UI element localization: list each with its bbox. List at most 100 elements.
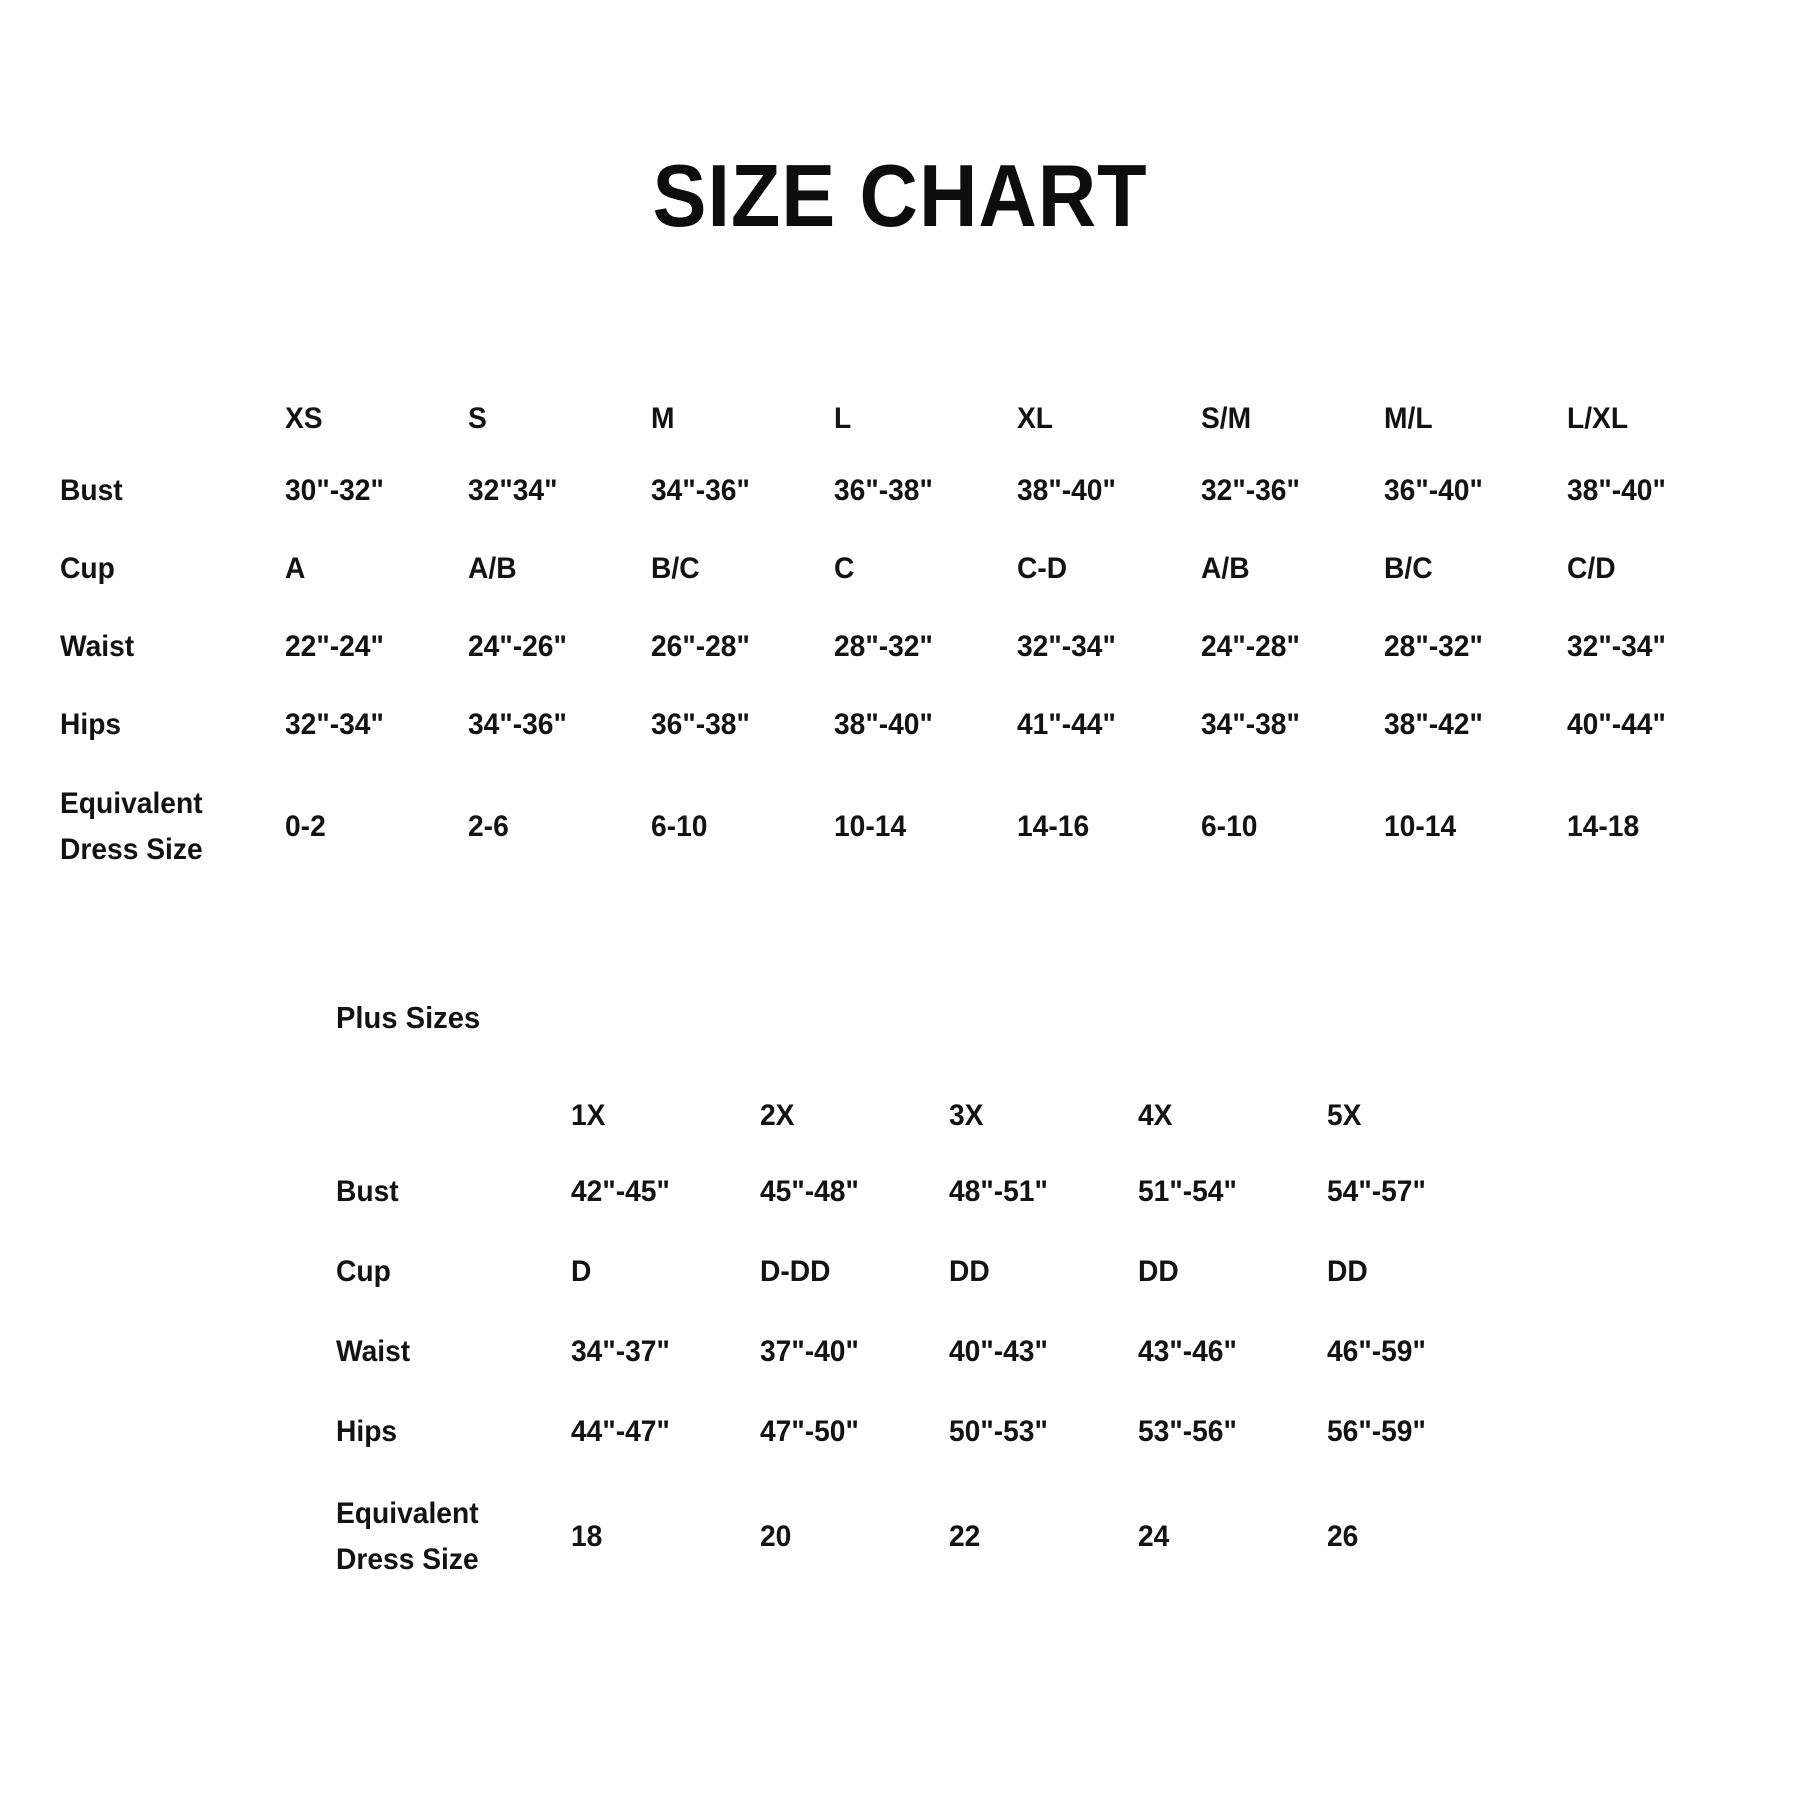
cell-bust-l: 36"-38" [834, 474, 934, 507]
plus-cell-hips-1x: 44"-47" [571, 1415, 670, 1448]
cell-bust-xs: 30"-32" [284, 474, 384, 507]
plus-row-label-equivalent-dress-size: Equivalent Dress Size [336, 1472, 557, 1602]
cell-waist-m: 26"-28" [651, 630, 750, 663]
cell-dress-sm: 6-10 [1200, 810, 1257, 843]
cell-waist-sm: 24"-28" [1200, 630, 1300, 663]
cell-waist-xl: 32"-34" [1017, 630, 1117, 663]
cell-hips-xs: 32"-34" [284, 708, 384, 741]
standard-column-header-sm: S/M [1200, 402, 1251, 435]
cell-waist-xs: 22"-24" [284, 630, 384, 663]
cell-dress-s: 2-6 [467, 810, 509, 843]
plus-column-header-1x: 1X [571, 1099, 606, 1132]
standard-header-row: XS S M L XL S/M M/L L/XL [60, 386, 1750, 452]
plus-cell-waist-3x: 40"-43" [949, 1335, 1048, 1368]
cell-dress-m: 6-10 [651, 810, 708, 843]
row-label-bust: Bust [60, 474, 123, 507]
cell-waist-l: 28"-32" [834, 630, 934, 663]
table-row: Waist 22"-24" 24"-26" 26"-28" 28"-32" 32… [60, 608, 1750, 686]
table-row: Waist 34"-37" 37"-40" 40"-43" 43"-46" 46… [336, 1312, 1516, 1392]
table-row: Cup A A/B B/C C C-D A/B B/C C/D [60, 530, 1750, 608]
cell-hips-l: 38"-40" [834, 708, 934, 741]
standard-column-header-lxl: L/XL [1566, 402, 1628, 435]
cell-hips-sm: 34"-38" [1200, 708, 1300, 741]
plus-cell-hips-3x: 50"-53" [949, 1415, 1048, 1448]
cell-cup-ml: B/C [1383, 552, 1433, 585]
row-label-equivalent-dress-size: Equivalent Dress Size [60, 764, 271, 890]
plus-cell-cup-3x: DD [949, 1255, 990, 1288]
plus-row-label-hips: Hips [336, 1415, 398, 1448]
table-row: Cup D D-DD DD DD DD [336, 1232, 1516, 1312]
table-row: Hips 44"-47" 47"-50" 50"-53" 53"-56" 56"… [336, 1392, 1516, 1472]
row-label-waist: Waist [60, 630, 135, 663]
plus-cell-dress-4x: 24 [1138, 1520, 1170, 1553]
standard-sizes-table: XS S M L XL S/M M/L L/XL Bust 30"-32" 32… [60, 386, 1750, 890]
cell-dress-lxl: 14-18 [1566, 810, 1639, 843]
cell-cup-m: B/C [651, 552, 700, 585]
cell-cup-sm: A/B [1200, 552, 1250, 585]
plus-cell-bust-5x: 54"-57" [1327, 1175, 1426, 1208]
standard-column-header-l: L [834, 402, 852, 435]
cell-bust-sm: 32"-36" [1200, 474, 1300, 507]
cell-waist-ml: 28"-32" [1383, 630, 1483, 663]
standard-column-header-xl: XL [1017, 402, 1054, 435]
cell-cup-s: A/B [467, 552, 517, 585]
plus-cell-hips-4x: 53"-56" [1138, 1415, 1237, 1448]
standard-column-header-s: S [467, 402, 487, 435]
plus-cell-dress-3x: 22 [949, 1520, 981, 1553]
row-label-hips: Hips [60, 708, 122, 741]
plus-sizes-heading: Plus Sizes [336, 1000, 481, 1035]
plus-cell-waist-5x: 46"-59" [1327, 1335, 1426, 1368]
plus-row-label-line-1: Equivalent [336, 1496, 479, 1530]
table-row: Bust 42"-45" 45"-48" 48"-51" 51"-54" 54"… [336, 1152, 1516, 1232]
table-row: Equivalent Dress Size 18 20 22 24 26 [336, 1472, 1516, 1602]
cell-waist-s: 24"-26" [467, 630, 567, 663]
plus-cell-bust-2x: 45"-48" [760, 1175, 859, 1208]
cell-cup-l: C [834, 552, 855, 585]
cell-bust-s: 32"34" [467, 474, 558, 507]
plus-column-header-2x: 2X [760, 1099, 795, 1132]
plus-cell-cup-4x: DD [1138, 1255, 1179, 1288]
plus-row-label-cup: Cup [336, 1255, 391, 1288]
standard-column-header-ml: M/L [1383, 402, 1433, 435]
plus-cell-dress-5x: 26 [1327, 1520, 1359, 1553]
standard-corner-cell [60, 386, 271, 452]
plus-cell-bust-1x: 42"-45" [571, 1175, 670, 1208]
plus-cell-hips-5x: 56"-59" [1327, 1415, 1426, 1448]
plus-cell-cup-2x: D-DD [760, 1255, 831, 1288]
standard-column-header-m: M [651, 402, 675, 435]
row-label-cup: Cup [60, 552, 115, 585]
plus-column-header-3x: 3X [949, 1099, 984, 1132]
table-row: Hips 32"-34" 34"-36" 36"-38" 38"-40" 41"… [60, 686, 1750, 764]
cell-dress-xl: 14-16 [1017, 810, 1090, 843]
cell-waist-lxl: 32"-34" [1566, 630, 1666, 663]
plus-cell-bust-4x: 51"-54" [1138, 1175, 1237, 1208]
plus-column-header-5x: 5X [1327, 1099, 1362, 1132]
row-label-line-1: Equivalent [60, 786, 203, 820]
cell-hips-xl: 41"-44" [1017, 708, 1117, 741]
cell-hips-ml: 38"-42" [1383, 708, 1483, 741]
cell-dress-l: 10-14 [834, 810, 907, 843]
plus-cell-hips-2x: 47"-50" [760, 1415, 859, 1448]
table-row: Bust 30"-32" 32"34" 34"-36" 36"-38" 38"-… [60, 452, 1750, 530]
cell-hips-s: 34"-36" [467, 708, 567, 741]
cell-hips-m: 36"-38" [651, 708, 750, 741]
plus-cell-waist-2x: 37"-40" [760, 1335, 859, 1368]
cell-bust-ml: 36"-40" [1383, 474, 1483, 507]
cell-bust-xl: 38"-40" [1017, 474, 1117, 507]
plus-cell-dress-1x: 18 [571, 1520, 603, 1553]
row-label-line-2: Dress Size [60, 833, 203, 866]
plus-corner-cell [336, 1080, 557, 1152]
page-title: SIZE CHART [652, 146, 1148, 245]
plus-header-row: 1X 2X 3X 4X 5X [336, 1080, 1516, 1152]
cell-hips-lxl: 40"-44" [1566, 708, 1666, 741]
plus-cell-dress-2x: 20 [760, 1520, 792, 1553]
plus-sizes-table: 1X 2X 3X 4X 5X Bust 42"-45" 45"-48" 48"-… [336, 1080, 1516, 1602]
plus-cell-cup-1x: D [571, 1255, 592, 1288]
table-row: Equivalent Dress Size 0-2 2-6 6-10 10-14… [60, 764, 1750, 890]
cell-dress-ml: 10-14 [1383, 810, 1456, 843]
cell-dress-xs: 0-2 [284, 810, 326, 843]
plus-cell-cup-5x: DD [1327, 1255, 1368, 1288]
plus-row-label-bust: Bust [336, 1175, 399, 1208]
plus-column-header-4x: 4X [1138, 1099, 1173, 1132]
